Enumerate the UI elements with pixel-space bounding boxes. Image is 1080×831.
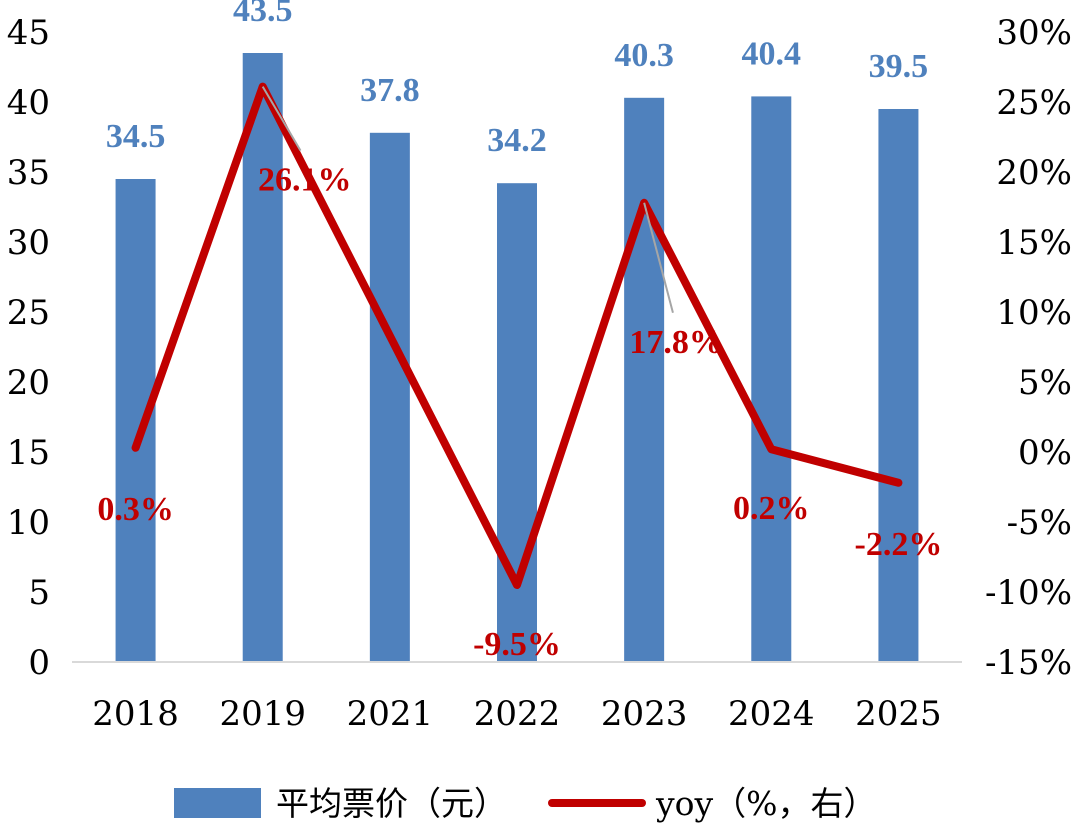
- yoy-value-label: 0.3%: [97, 491, 174, 528]
- legend: 平均票价（元） yoy（%，右）: [174, 784, 877, 823]
- x-tick-label: 2023: [601, 694, 688, 734]
- left-tick-label: 45: [7, 13, 50, 53]
- bar-value-label: 34.2: [487, 122, 547, 159]
- left-tick-label: 20: [7, 363, 50, 403]
- right-tick-label: 25%: [996, 83, 1072, 123]
- yoy-value-label: 26.1%: [258, 162, 352, 199]
- bar-value-label: 37.8: [360, 72, 420, 109]
- left-axis-tick-labels: 0 5 10 15 20 25 30 35 40 45: [7, 13, 50, 683]
- left-tick-label: 5: [28, 573, 50, 613]
- left-tick-label: 40: [7, 83, 50, 123]
- bar-value-label: 40.4: [742, 35, 802, 72]
- bar-value-label: 34.5: [106, 118, 166, 155]
- bar-2021: [369, 132, 410, 663]
- yoy-value-label: 17.8%: [629, 324, 723, 361]
- yoy-value-label: -2.2%: [855, 526, 943, 563]
- right-tick-label: 10%: [996, 293, 1072, 333]
- left-tick-label: 30: [7, 223, 50, 263]
- x-tick-label: 2019: [219, 694, 306, 734]
- bar-data-labels: 34.5 43.5 37.8 34.2 40.3 40.4 39.5: [106, 0, 928, 159]
- bar-2023: [624, 97, 665, 663]
- right-axis-tick-labels: -15% -10% -5% 0% 5% 10% 15% 20% 25% 30%: [985, 13, 1072, 683]
- legend-bar-label: 平均票价（元）: [276, 784, 507, 823]
- right-tick-label: -10%: [985, 573, 1072, 613]
- right-tick-label: 30%: [996, 13, 1072, 53]
- bar-2019: [242, 53, 283, 662]
- x-axis-tick-labels: 2018 2019 2021 2022 2023 2024 2025: [92, 694, 941, 734]
- left-tick-label: 10: [7, 503, 50, 543]
- left-tick-label: 0: [28, 643, 50, 683]
- line-data-labels: 0.3% 26.1% -9.5% 17.8% 0.2% -2.2%: [97, 86, 943, 663]
- left-tick-label: 25: [7, 293, 50, 333]
- right-tick-label: 5%: [1018, 363, 1072, 403]
- left-tick-label: 15: [7, 433, 50, 473]
- yoy-line: [131, 82, 903, 589]
- yoy-value-label: -9.5%: [473, 626, 561, 663]
- legend-bar-swatch: [174, 788, 261, 818]
- bar-value-label: 43.5: [233, 0, 293, 29]
- bar-value-label: 40.3: [614, 37, 674, 74]
- bar-2018: [115, 179, 156, 662]
- right-tick-label: 0%: [1018, 433, 1072, 473]
- left-tick-label: 35: [7, 153, 50, 193]
- bar-2025: [878, 109, 919, 662]
- bar-2024: [751, 96, 792, 662]
- legend-line-label: yoy（%，右）: [655, 784, 877, 823]
- x-tick-label: 2025: [855, 694, 942, 734]
- bar-2022: [497, 183, 537, 662]
- right-tick-label: 20%: [996, 153, 1072, 193]
- right-tick-label: -15%: [985, 643, 1072, 683]
- x-tick-label: 2018: [92, 694, 179, 734]
- label-leader-line: [643, 202, 674, 314]
- x-tick-label: 2022: [474, 694, 561, 734]
- yoy-line-series: [131, 82, 903, 589]
- label-leader-line: [261, 86, 302, 152]
- right-tick-label: -5%: [1007, 503, 1072, 543]
- x-tick-label: 2021: [347, 694, 434, 734]
- bar-series: [115, 53, 919, 663]
- bar-value-label: 39.5: [869, 48, 929, 85]
- yoy-value-label: 0.2%: [733, 490, 810, 527]
- right-tick-label: 15%: [996, 223, 1072, 263]
- x-tick-label: 2024: [728, 694, 815, 734]
